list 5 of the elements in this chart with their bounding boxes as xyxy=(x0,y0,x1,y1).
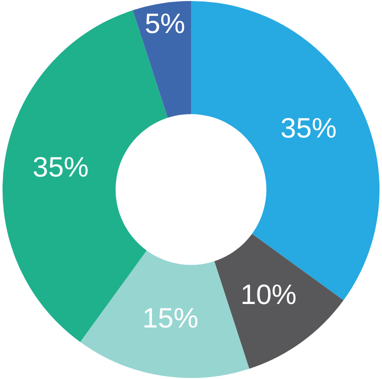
data-label: 35% xyxy=(32,152,89,183)
data-label: 5% xyxy=(144,8,186,39)
data-label: 10% xyxy=(240,278,297,310)
data-label: 35% xyxy=(280,112,337,144)
data-label: 15% xyxy=(142,302,198,334)
